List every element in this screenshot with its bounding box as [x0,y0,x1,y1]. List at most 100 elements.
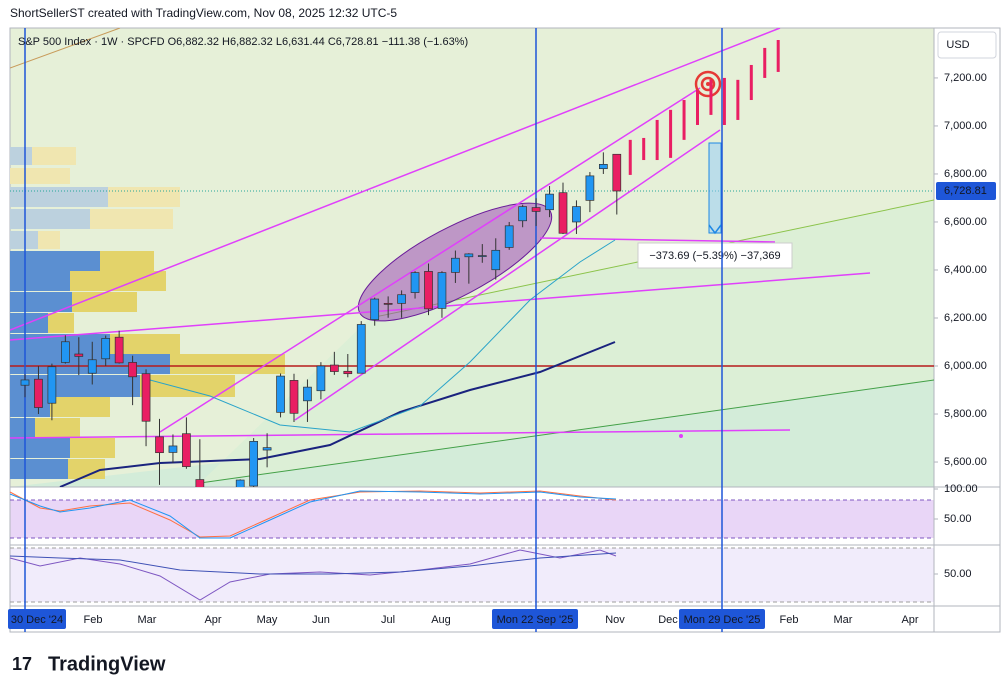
candle-body [397,294,406,304]
candle-body [491,249,501,271]
volume-profile [10,209,90,229]
y-tick-label: 5,800.00 [944,408,987,420]
ohlc-low: L6,631.44 [276,36,325,48]
candle-body [155,436,164,454]
target [706,82,710,86]
stoch-line [9,490,617,538]
measure-box [637,242,793,269]
x-tick-label: Feb [84,614,103,626]
candle-body [558,192,568,234]
x-tick-label: Mon 29 Dec '25 [684,614,761,626]
candle-body [141,373,151,422]
candle-body [182,433,191,467]
channel-line [10,28,781,331]
x-tick-label: Aug [431,614,451,626]
target [700,76,716,92]
rsi-ma [9,552,617,575]
y-tick-label: 7,200.00 [944,72,987,84]
candle-body [195,479,205,487]
candle-body [47,366,57,404]
x-tick-label: Apr [204,614,221,626]
moving-average [149,239,616,433]
measure-value: −373.69 [649,250,689,262]
candle-body [504,225,514,248]
volume-profile [10,147,32,165]
candle-body [330,364,339,372]
y-tick-label: 50.00 [944,568,972,580]
x-tick-label: Jun [312,614,330,626]
measure-pct: (−5.39%) [693,250,738,262]
symbol: S&P 500 Index · 1W · SPCFD [18,36,165,48]
volume-profile [10,418,35,438]
x-label-highlight [492,609,578,629]
candle-body [437,272,447,309]
ohlc-open: O6,882.32 [168,36,219,48]
candle-body [477,255,487,257]
y-tick-label: 6,000.00 [944,360,987,372]
volume-profile [10,459,68,479]
channel-line [10,429,791,439]
volume-profile [10,168,70,184]
candle-body [101,338,111,360]
y-tick-label: 7,000.00 [944,120,987,132]
x-tick-label: Mar [138,614,157,626]
y-tick-label: 6,800.00 [944,168,987,180]
measure-label: −373.69 (−5.39%) −37,369 [649,250,780,262]
measure-arrow [708,224,722,235]
x-tick-label: Feb [780,614,799,626]
stoch-line [9,490,617,539]
candle-body [87,359,97,374]
logo: TradingView [48,653,166,675]
x-tick-label: 30 Dec '24 [11,614,63,626]
candle-body [356,324,366,374]
candle-body [518,206,528,222]
volume-profile [10,251,100,271]
candle-body [585,175,595,201]
candle-body [235,479,245,487]
price-label-box [936,182,996,201]
ohlc-close: C6,728.81 [328,36,379,48]
measure-range [708,142,722,234]
x-tick-label: Mon 22 Sep '25 [497,614,574,626]
candle-body [168,445,178,453]
ohlc-high: H6,882.32 [222,36,273,48]
channel-line [294,129,721,421]
currency-box[interactable] [937,31,997,59]
y-tick-label: 6,200.00 [944,312,987,324]
x-label-highlight [8,609,66,629]
x-tick-label: Dec [658,614,678,626]
candle-body [545,193,554,211]
candle-body [424,271,433,310]
y-tick-label: 100.00 [944,483,978,495]
rsi-band [10,548,934,602]
volume-profile [10,397,50,417]
candle-body [262,447,272,451]
volume-profile [10,187,108,207]
candle-body [276,375,285,413]
candle-body [128,362,137,378]
volume-profile [10,375,140,397]
currency: USD [946,39,969,51]
logo-mark: 17 [12,654,32,674]
candle-body [34,378,43,408]
y-tick-label: 5,600.00 [944,456,987,468]
channel-zone [200,200,934,483]
channel-line [159,87,701,433]
volume-profile [10,271,70,291]
candle-body [531,207,541,212]
attribution: ShortSellerST created with TradingView.c… [10,6,397,20]
candle-body [303,386,312,402]
dot [679,434,683,438]
target [694,70,722,98]
trend-line [10,28,121,69]
candle-body [572,206,581,223]
legend: S&P 500 Index · 1W · SPCFD O6,882.32 H6,… [18,36,468,48]
candle-body [74,353,84,357]
y-tick-label: 6,400.00 [944,264,987,276]
volume-profile [10,231,38,249]
price-label: 6,728.81 [944,185,987,197]
candle-body [343,370,353,375]
candle-body [598,164,608,170]
candle-body [370,298,380,321]
